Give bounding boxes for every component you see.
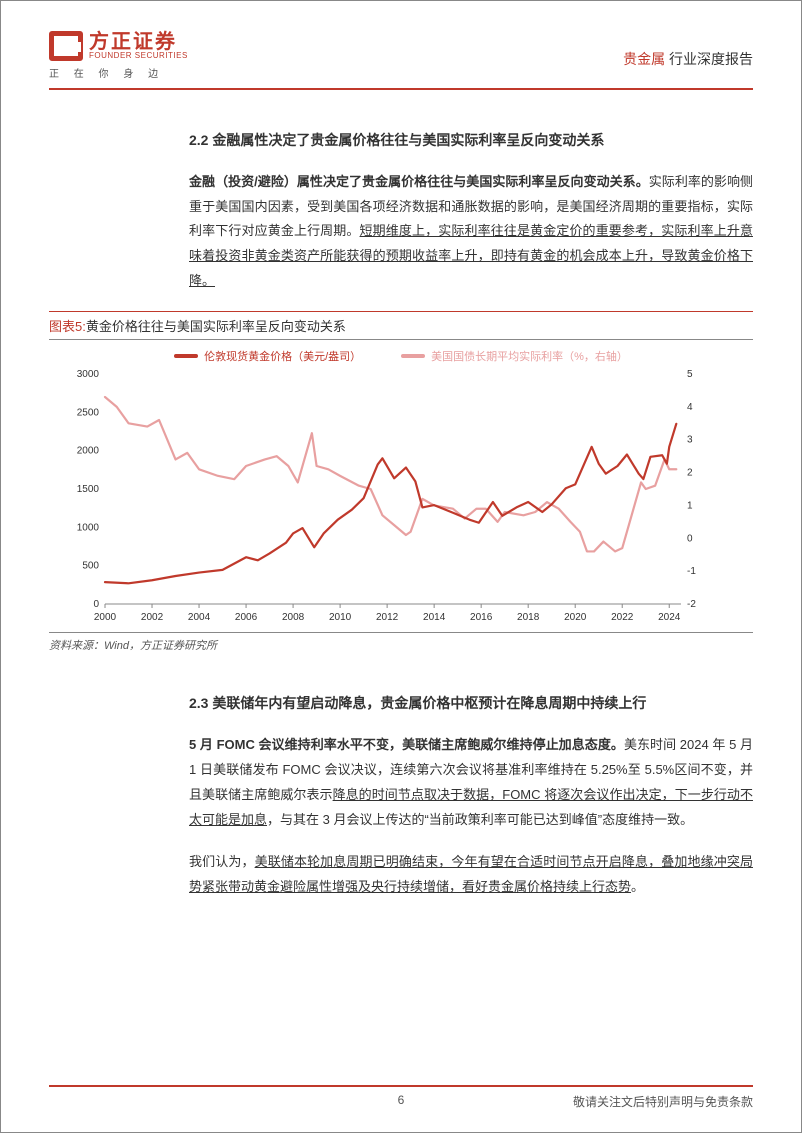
para-bold: 金融（投资/避险）属性决定了贵金属价格往往与美国实际利率呈反向变动关系。 bbox=[189, 174, 649, 189]
svg-text:2002: 2002 bbox=[141, 612, 164, 623]
chart-title-index: 图表5: bbox=[49, 319, 86, 334]
page-footer: 6 敬请关注文后特别声明与免责条款 bbox=[49, 1085, 753, 1110]
legend-label-rate: 美国国债长期平均实际利率（%，右轴） bbox=[431, 348, 628, 364]
svg-text:2018: 2018 bbox=[517, 612, 540, 623]
doc-category: 贵金属 行业深度报告 bbox=[623, 31, 753, 69]
page-header: 方正证券 FOUNDER SECURITIES 正 在 你 身 边 贵金属 行业… bbox=[49, 31, 753, 90]
p2-underline: 美联储本轮加息周期已明确结束，今年有望在合适时间节点开启降息，叠加地缘冲突局势紧… bbox=[189, 854, 753, 894]
section-2-2-title: 2.2 金融属性决定了贵金属价格往往与美国实际利率呈反向变动关系 bbox=[189, 130, 753, 150]
svg-text:1: 1 bbox=[687, 501, 693, 512]
svg-text:2020: 2020 bbox=[564, 612, 587, 623]
svg-text:2000: 2000 bbox=[94, 612, 117, 623]
footer-disclaimer: 敬请关注文后特别声明与免责条款 bbox=[573, 1093, 753, 1110]
legend-item-gold: 伦敦现货黄金价格（美元/盎司） bbox=[174, 348, 361, 364]
p2-plain1: 我们认为， bbox=[189, 854, 255, 869]
category-right: 行业深度报告 bbox=[669, 51, 753, 67]
page-number: 6 bbox=[398, 1093, 405, 1107]
chart-title: 图表5:黄金价格往往与美国实际利率呈反向变动关系 bbox=[49, 311, 753, 340]
svg-text:0: 0 bbox=[93, 599, 99, 610]
svg-text:2000: 2000 bbox=[77, 446, 100, 457]
svg-text:2022: 2022 bbox=[611, 612, 634, 623]
logo-en: FOUNDER SECURITIES bbox=[89, 52, 188, 60]
svg-text:2008: 2008 bbox=[282, 612, 305, 623]
svg-text:1500: 1500 bbox=[77, 484, 100, 495]
logo-cn: 方正证券 bbox=[89, 32, 188, 52]
svg-text:2014: 2014 bbox=[423, 612, 446, 623]
svg-text:500: 500 bbox=[82, 561, 99, 572]
svg-text:3: 3 bbox=[687, 435, 693, 446]
section-2-3-paragraph-1: 5 月 FOMC 会议维持利率水平不变，美联储主席鲍威尔维持停止加息态度。美东时… bbox=[189, 733, 753, 832]
svg-text:-2: -2 bbox=[687, 599, 696, 610]
svg-text:4: 4 bbox=[687, 402, 693, 413]
svg-text:2004: 2004 bbox=[188, 612, 211, 623]
svg-text:2016: 2016 bbox=[470, 612, 493, 623]
logo-tagline: 正 在 你 身 边 bbox=[49, 65, 188, 80]
section-2-3-paragraph-2: 我们认为，美联储本轮加息周期已明确结束，今年有望在合适时间节点开启降息，叠加地缘… bbox=[189, 850, 753, 899]
legend-swatch-rate bbox=[401, 354, 425, 358]
p2-plain2: 。 bbox=[631, 879, 644, 894]
logo-block: 方正证券 FOUNDER SECURITIES 正 在 你 身 边 bbox=[49, 31, 188, 80]
category-left: 贵金属 bbox=[623, 51, 665, 67]
section-2-3-title: 2.3 美联储年内有望启动降息，贵金属价格中枢预计在降息周期中持续上行 bbox=[189, 693, 753, 713]
legend-label-gold: 伦敦现货黄金价格（美元/盎司） bbox=[204, 348, 361, 364]
svg-text:2024: 2024 bbox=[658, 612, 681, 623]
chart-legend: 伦敦现货黄金价格（美元/盎司） 美国国债长期平均实际利率（%，右轴） bbox=[59, 348, 743, 364]
svg-text:2: 2 bbox=[687, 468, 693, 479]
svg-text:-1: -1 bbox=[687, 567, 696, 578]
p1-plain2: ，与其在 3 月会议上传达的“当前政策利率可能已达到峰值”态度维持一致。 bbox=[267, 812, 693, 827]
svg-text:0: 0 bbox=[687, 534, 693, 545]
chart-source: 资料来源：Wind，方正证券研究所 bbox=[49, 632, 753, 653]
chart-5-block: 图表5:黄金价格往往与美国实际利率呈反向变动关系 伦敦现货黄金价格（美元/盎司）… bbox=[49, 311, 753, 653]
chart-svg: 0 500 1000 1500 2000 2500 3000 -2 -1 0 1 2 3 4 5 2000 20… bbox=[59, 368, 719, 628]
legend-swatch-gold bbox=[174, 354, 198, 358]
chart-title-text: 黄金价格往往与美国实际利率呈反向变动关系 bbox=[86, 319, 346, 334]
logo-icon bbox=[49, 31, 83, 61]
p1-bold: 5 月 FOMC 会议维持利率水平不变，美联储主席鲍威尔维持停止加息态度。 bbox=[189, 737, 624, 752]
legend-item-rate: 美国国债长期平均实际利率（%，右轴） bbox=[401, 348, 628, 364]
svg-text:3000: 3000 bbox=[77, 369, 100, 380]
svg-text:2500: 2500 bbox=[77, 408, 100, 419]
svg-text:2010: 2010 bbox=[329, 612, 352, 623]
section-2-2-paragraph: 金融（投资/避险）属性决定了贵金属价格往往与美国实际利率呈反向变动关系。实际利率… bbox=[189, 170, 753, 293]
svg-text:1000: 1000 bbox=[77, 523, 100, 534]
svg-text:2006: 2006 bbox=[235, 612, 258, 623]
svg-text:2012: 2012 bbox=[376, 612, 399, 623]
svg-text:5: 5 bbox=[687, 369, 693, 380]
